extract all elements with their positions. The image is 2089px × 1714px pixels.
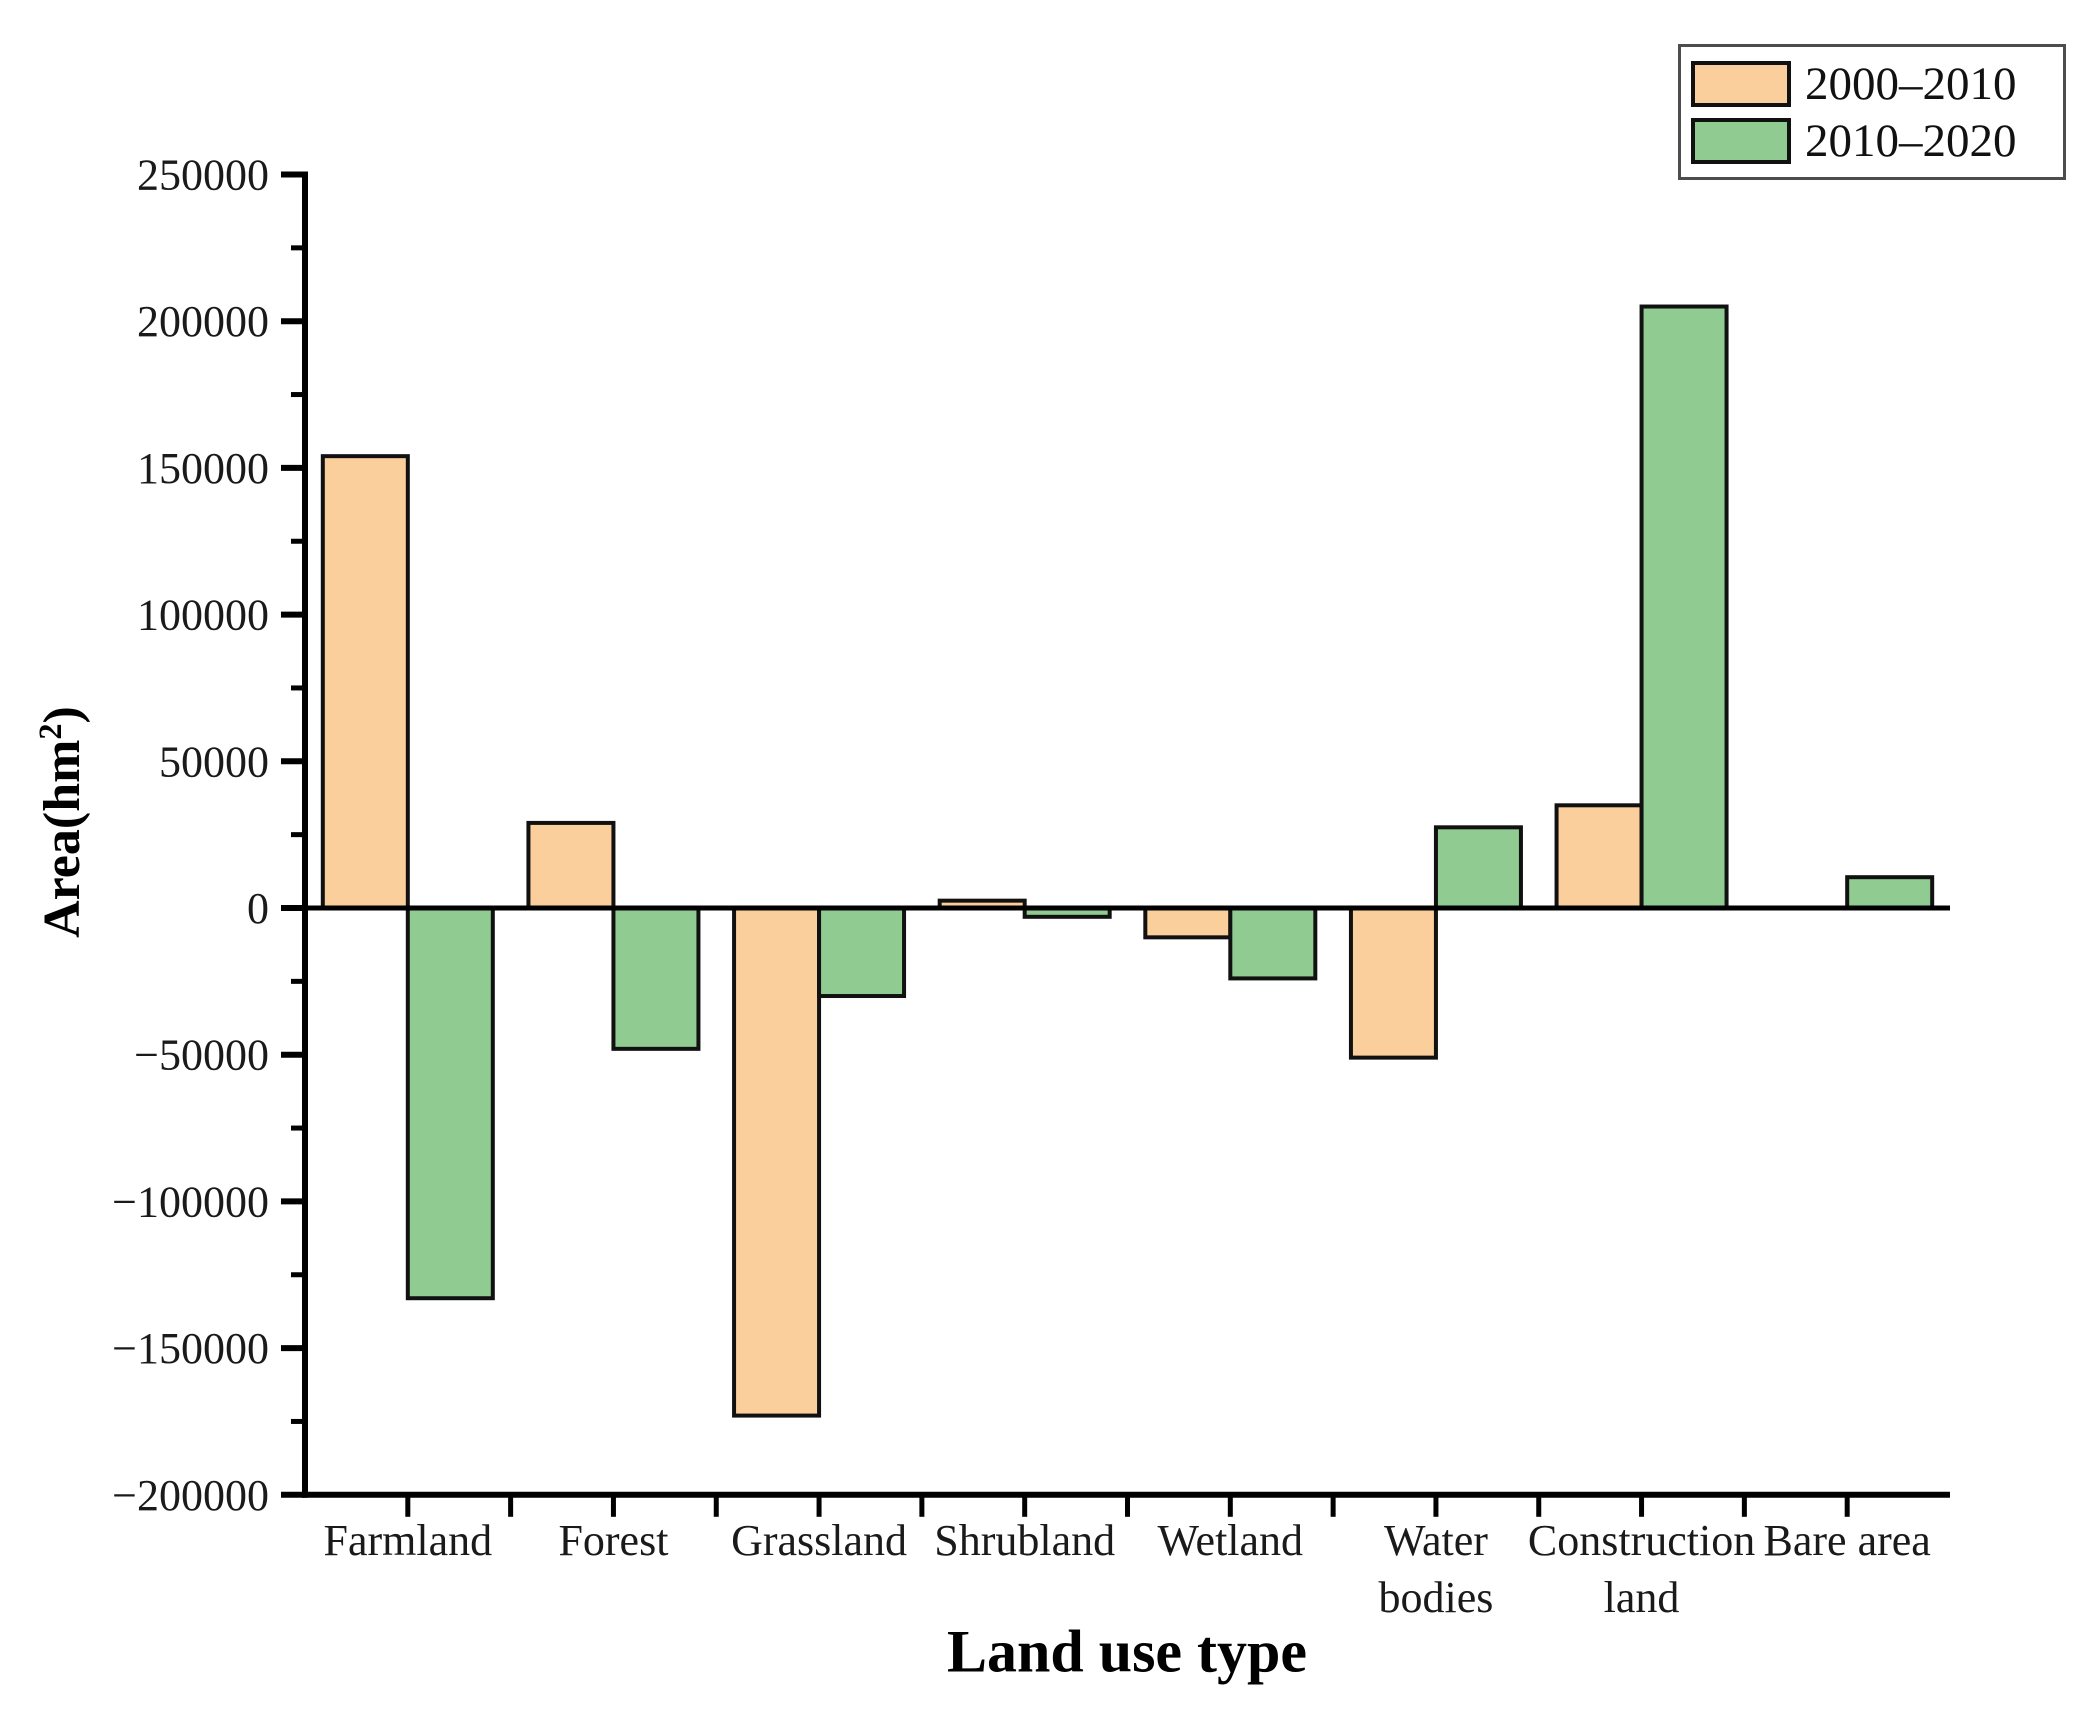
bar-grassland-2010-2020 <box>817 906 907 999</box>
y-axis-title-text: Area(hm <box>34 739 92 938</box>
bar-farmland-2000-2010 <box>320 454 410 910</box>
y-tick-label: 250000 <box>137 151 269 200</box>
y-tick-label: 150000 <box>137 444 269 493</box>
x-tick-label-wetland: Wetland <box>1157 1516 1304 1565</box>
y-tick-label: −200000 <box>112 1471 269 1520</box>
y-tick-label: −100000 <box>112 1177 269 1226</box>
bar-water-bodies-2000-2010 <box>1348 906 1438 1060</box>
x-axis-title: Land use type <box>946 1618 1308 1685</box>
y-tick-label: 100000 <box>137 591 269 640</box>
legend-swatch-2010-2020 <box>1691 117 1791 164</box>
bar-forest-2010-2020 <box>611 906 701 1051</box>
x-tick-label-forest: Forest <box>558 1516 669 1565</box>
y-tick-label: 0 <box>247 884 269 933</box>
y-tick-label: 50000 <box>159 737 269 786</box>
bar-wetland-2000-2010 <box>1143 906 1233 940</box>
x-tick-label-farmland: Farmland <box>323 1516 493 1565</box>
legend-item-2010-2020: 2010–2020 <box>1691 112 2053 169</box>
legend-box: 2000–2010 2010–2020 <box>1678 44 2066 180</box>
bar-bare-area-2010-2020 <box>1845 875 1935 910</box>
x-tick-label-construction-land: Construction land <box>1527 1516 1756 1622</box>
y-axis-title-superscript: 2 <box>31 723 68 740</box>
x-tick-label-water-bodies: Water bodies <box>1378 1516 1494 1622</box>
y-tick-label: −50000 <box>134 1031 269 1080</box>
bar-construction-land-2010-2020 <box>1639 304 1729 910</box>
y-axis-title-close: ) <box>34 706 92 724</box>
legend-label-2000-2010: 2000–2010 <box>1805 57 2017 110</box>
bar-grassland-2000-2010 <box>732 906 822 1418</box>
bar-water-bodies-2010-2020 <box>1433 825 1523 910</box>
legend-swatch-2000-2010 <box>1691 60 1791 107</box>
bar-forest-2000-2010 <box>526 820 616 910</box>
legend-label-2010-2020: 2010–2020 <box>1805 114 2017 167</box>
y-axis-title: Area(hm2) <box>32 706 92 938</box>
y-tick-label: 200000 <box>137 297 269 346</box>
y-tick-label: −150000 <box>112 1324 269 1373</box>
x-tick-label-grassland: Grassland <box>731 1516 908 1565</box>
legend-item-2000-2010: 2000–2010 <box>1691 55 2053 112</box>
x-tick-label-bare-area: Bare area <box>1763 1516 1931 1565</box>
bar-construction-land-2000-2010 <box>1554 803 1644 910</box>
bar-farmland-2010-2020 <box>405 906 495 1301</box>
x-tick-label-shrubland: Shrubland <box>934 1516 1116 1565</box>
bar-wetland-2010-2020 <box>1228 906 1318 981</box>
